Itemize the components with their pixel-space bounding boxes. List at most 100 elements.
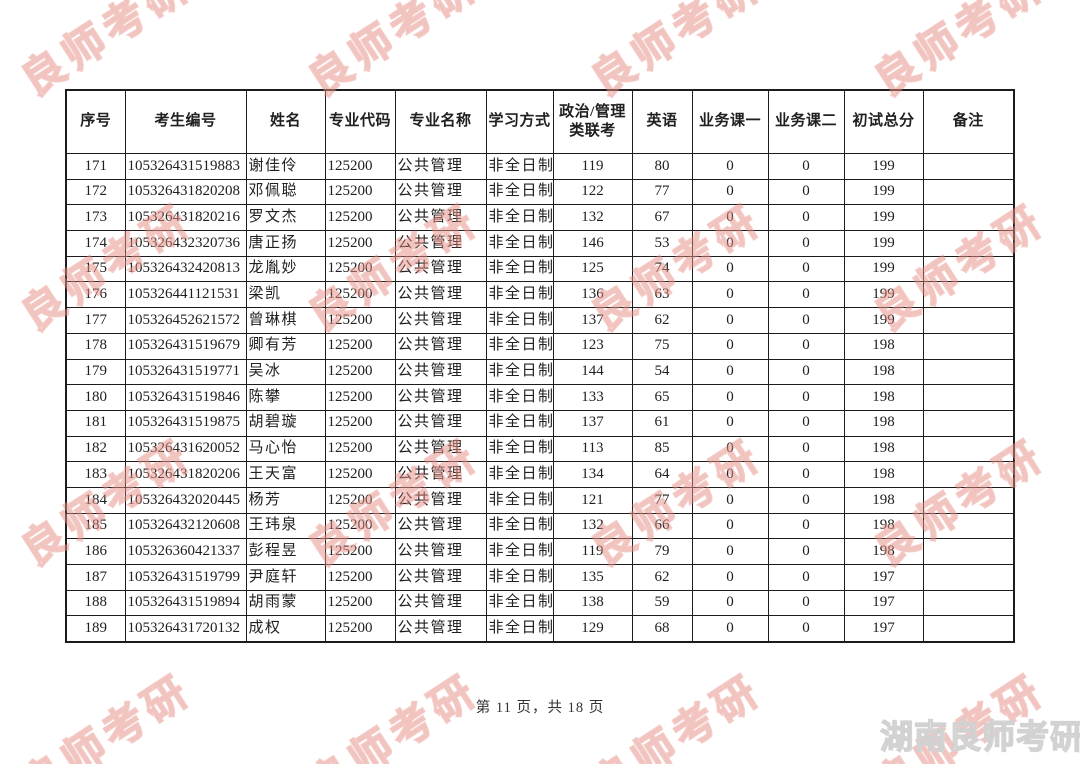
cell-study-mode: 非全日制 <box>485 384 554 411</box>
cell-course-one: 0 <box>691 281 769 309</box>
cell-candidate-id: 105326431519771 <box>124 358 247 386</box>
cell-remarks <box>922 307 1015 334</box>
cell-total-score: 199 <box>843 281 924 309</box>
cell-course-two: 0 <box>767 358 845 386</box>
cell-politics-management-exam: 144 <box>552 358 633 386</box>
column-header-remarks: 备注 <box>922 89 1015 154</box>
cell-major-name: 公共管理 <box>394 230 487 257</box>
cell-name: 尹庭轩 <box>245 564 326 591</box>
cell-course-one: 0 <box>691 435 769 463</box>
cell-course-one: 0 <box>691 564 769 591</box>
cell-major-name: 公共管理 <box>394 409 487 437</box>
cell-politics-management-exam: 135 <box>552 564 633 591</box>
cell-remarks <box>922 486 1015 514</box>
cell-course-one: 0 <box>691 332 769 360</box>
cell-total-score: 198 <box>843 486 924 514</box>
cell-politics-management-exam: 146 <box>552 230 633 257</box>
cell-total-score: 198 <box>843 332 924 360</box>
cell-major-name: 公共管理 <box>394 435 487 463</box>
table-row: 187 105326431519799 尹庭轩 125200 公共管理 非全日制 135 62… <box>65 564 1015 591</box>
cell-candidate-id: 105326431820206 <box>124 461 247 488</box>
cell-candidate-id: 105326441121531 <box>124 281 247 309</box>
cell-candidate-id: 105326432320736 <box>124 230 247 257</box>
cell-remarks <box>922 255 1015 283</box>
cell-course-two: 0 <box>767 435 845 463</box>
cell-candidate-id: 105326431620052 <box>124 435 247 463</box>
cell-major-code: 125200 <box>324 255 396 283</box>
brand-watermark: 湖南良师考研 <box>879 717 1080 755</box>
cell-politics-management-exam: 121 <box>552 486 633 514</box>
cell-index: 171 <box>65 153 126 180</box>
cell-index: 177 <box>65 307 126 334</box>
cell-study-mode: 非全日制 <box>485 358 554 386</box>
cell-course-two: 0 <box>767 486 845 514</box>
column-header-study-mode: 学习方式 <box>485 89 554 154</box>
cell-remarks <box>922 230 1015 257</box>
cell-remarks <box>922 589 1015 617</box>
cell-total-score: 199 <box>843 204 924 232</box>
cell-major-name: 公共管理 <box>394 384 487 411</box>
cell-english: 68 <box>631 615 693 643</box>
cell-major-code: 125200 <box>324 512 396 540</box>
cell-name: 成权 <box>245 615 326 643</box>
table-header: 序号 考生编号 姓名 专业代码 专业名称 学习方式 政治/管理类联考 英语 业务课一 业务课二 初试… <box>65 89 1015 154</box>
cell-index: 186 <box>65 538 126 565</box>
cell-candidate-id: 105326432420813 <box>124 255 247 283</box>
cell-candidate-id: 105326432020445 <box>124 486 247 514</box>
cell-politics-management-exam: 113 <box>552 435 633 463</box>
cell-english: 61 <box>631 409 693 437</box>
cell-major-code: 125200 <box>324 307 396 334</box>
column-header-major-code: 专业代码 <box>324 89 396 154</box>
cell-course-two: 0 <box>767 281 845 309</box>
cell-name: 王玮泉 <box>245 512 326 540</box>
cell-name: 邓佩聪 <box>245 178 326 206</box>
cell-english: 59 <box>631 589 693 617</box>
cell-index: 179 <box>65 358 126 386</box>
cell-politics-management-exam: 129 <box>552 615 633 643</box>
cell-remarks <box>922 538 1015 565</box>
cell-candidate-id: 105326431519875 <box>124 409 247 437</box>
column-header-major-name: 专业名称 <box>394 89 487 154</box>
page-number-text: 第 11 页，共 18 页 <box>475 700 605 716</box>
cell-total-score: 198 <box>843 461 924 488</box>
cell-politics-management-exam: 132 <box>552 512 633 540</box>
cell-study-mode: 非全日制 <box>485 307 554 334</box>
cell-politics-management-exam: 134 <box>552 461 633 488</box>
cell-major-name: 公共管理 <box>394 358 487 386</box>
cell-major-name: 公共管理 <box>394 538 487 565</box>
cell-study-mode: 非全日制 <box>485 435 554 463</box>
cell-english: 53 <box>631 230 693 257</box>
table-row: 184 105326432020445 杨芳 125200 公共管理 非全日制 121 77 0… <box>65 486 1015 514</box>
cell-index: 185 <box>65 512 126 540</box>
cell-politics-management-exam: 137 <box>552 409 633 437</box>
cell-politics-management-exam: 125 <box>552 255 633 283</box>
cell-course-one: 0 <box>691 153 769 180</box>
cell-study-mode: 非全日制 <box>485 409 554 437</box>
cell-course-two: 0 <box>767 461 845 488</box>
cell-study-mode: 非全日制 <box>485 486 554 514</box>
cell-total-score: 198 <box>843 538 924 565</box>
cell-course-one: 0 <box>691 538 769 565</box>
cell-english: 80 <box>631 153 693 180</box>
cell-total-score: 197 <box>843 589 924 617</box>
cell-course-two: 0 <box>767 153 845 180</box>
cell-course-two: 0 <box>767 615 845 643</box>
cell-index: 189 <box>65 615 126 643</box>
column-header-course-two: 业务课二 <box>767 89 845 154</box>
cell-major-code: 125200 <box>324 435 396 463</box>
cell-english: 85 <box>631 435 693 463</box>
cell-politics-management-exam: 119 <box>552 153 633 180</box>
cell-english: 67 <box>631 204 693 232</box>
cell-politics-management-exam: 122 <box>552 178 633 206</box>
cell-index: 188 <box>65 589 126 617</box>
cell-study-mode: 非全日制 <box>485 153 554 180</box>
table-row: 178 105326431519679 卿有芳 125200 公共管理 非全日制 123 75… <box>65 332 1015 360</box>
cell-total-score: 199 <box>843 255 924 283</box>
cell-major-name: 公共管理 <box>394 589 487 617</box>
cell-name: 马心怡 <box>245 435 326 463</box>
table-row: 189 105326431720132 成权 125200 公共管理 非全日制 129 68 0… <box>65 615 1015 643</box>
cell-index: 181 <box>65 409 126 437</box>
cell-course-one: 0 <box>691 230 769 257</box>
cell-index: 184 <box>65 486 126 514</box>
cell-name: 罗文杰 <box>245 204 326 232</box>
